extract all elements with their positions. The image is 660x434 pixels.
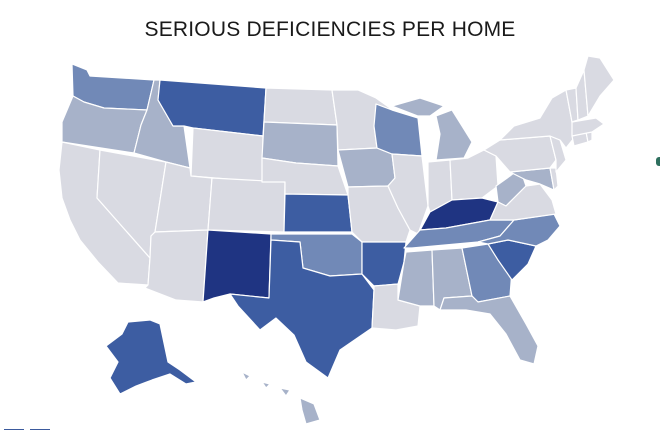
state-hi[interactable] [241, 371, 321, 425]
legend-dash-1 [4, 429, 24, 430]
state-nm[interactable] [202, 229, 272, 303]
state-ma[interactable] [571, 117, 605, 137]
state-ia[interactable] [337, 147, 396, 188]
state-ar[interactable] [361, 241, 407, 287]
state-de[interactable] [549, 167, 559, 191]
state-va[interactable] [489, 183, 557, 221]
state-nd[interactable] [263, 87, 338, 126]
map-title: SERIOUS DEFICIENCIES PER HOME [144, 18, 516, 41]
cropped-marker [656, 157, 660, 166]
state-ak[interactable] [105, 319, 197, 395]
state-tx[interactable] [229, 239, 375, 379]
states-layer [58, 55, 615, 425]
state-me[interactable] [583, 55, 615, 117]
state-az[interactable] [144, 229, 209, 303]
state-fl[interactable] [439, 295, 539, 365]
state-ks[interactable] [283, 193, 353, 233]
state-co[interactable] [207, 177, 286, 233]
state-la[interactable] [371, 283, 421, 331]
state-wy[interactable] [190, 127, 264, 183]
legend-dash-2 [30, 429, 50, 430]
state-il[interactable] [387, 153, 429, 235]
